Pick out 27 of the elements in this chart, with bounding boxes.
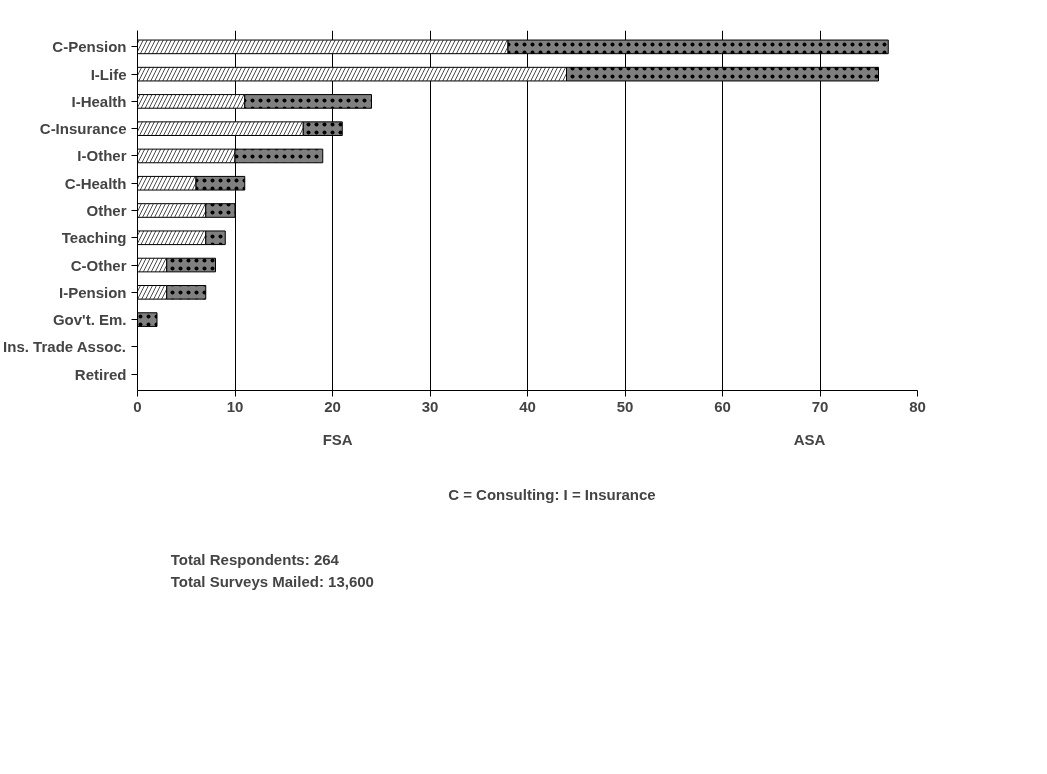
- y-tick-label: Ins. Trade Assoc.: [3, 338, 126, 356]
- x-tick-label: 70: [811, 397, 829, 415]
- y-tick-label: Retired: [74, 365, 127, 383]
- text: Total Respondents: 264: [170, 551, 340, 568]
- y-tick-label: I-Pension: [58, 283, 127, 301]
- y-tick-label: C-Insurance: [39, 120, 127, 138]
- x-tick-label: 50: [616, 397, 634, 415]
- text: C = Consulting: I = Insurance: [448, 486, 656, 503]
- x-tick-label: 10: [226, 397, 244, 415]
- x-tick-label: 80: [909, 397, 926, 415]
- y-tick-label: C-Pension: [52, 38, 127, 56]
- y-tick-label: Gov't. Em.: [52, 311, 127, 329]
- y-tick-label: C-Other: [70, 256, 127, 274]
- y-tick-label: I-Life: [90, 65, 127, 83]
- x-tick-label: 60: [714, 397, 731, 415]
- y-tick-label: Other: [86, 202, 127, 219]
- x-tick-label: 20: [324, 397, 341, 415]
- x-tick-label: 0: [133, 397, 142, 415]
- x-tick-label: 40: [519, 397, 536, 415]
- text: FSA: [322, 430, 353, 448]
- text: ASA: [793, 430, 826, 448]
- y-tick-label: Teaching: [61, 229, 127, 247]
- y-tick-label: C-Health: [64, 174, 127, 192]
- y-tick-label: I-Other: [77, 147, 127, 165]
- y-tick-label: I-Health: [71, 92, 127, 110]
- x-tick-label: 30: [421, 397, 439, 415]
- text: Total Surveys Mailed: 13,600: [170, 573, 374, 590]
